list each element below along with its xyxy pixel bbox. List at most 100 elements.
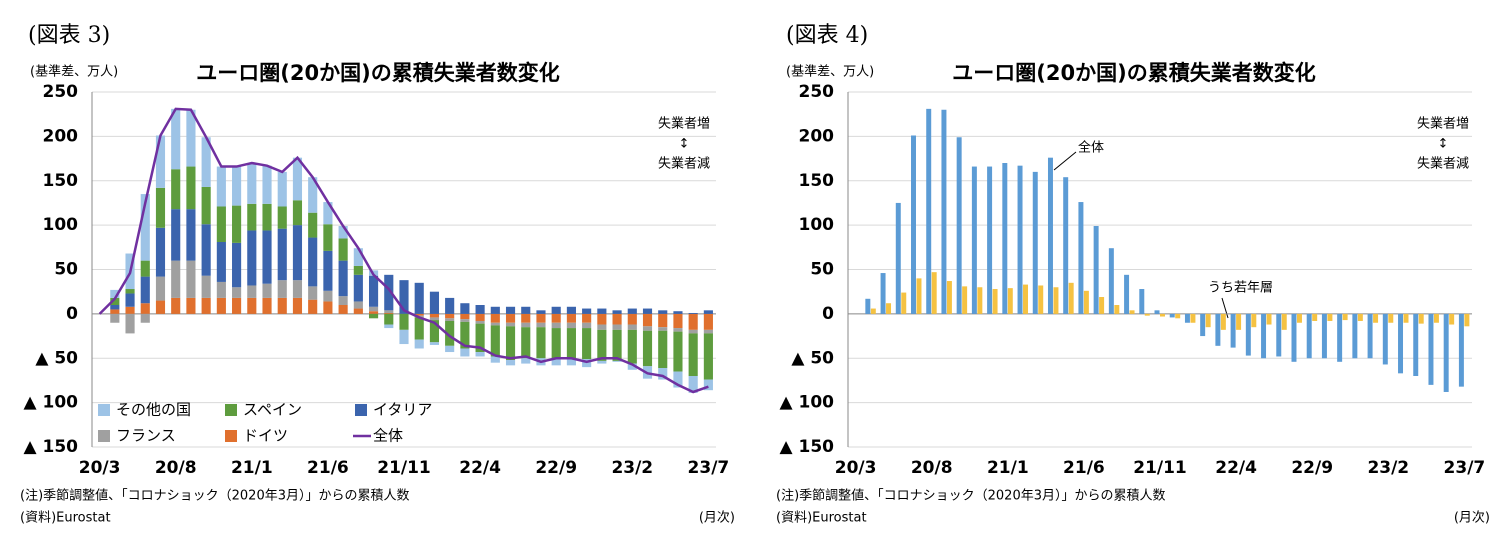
bar-segment (414, 313, 424, 316)
y-tick-label: 200 (43, 126, 79, 146)
bar-segment (551, 306, 561, 314)
bar (1245, 313, 1251, 356)
bar-segment (399, 313, 409, 330)
bar (1007, 288, 1013, 314)
y-tick-label: 50 (810, 260, 834, 280)
y-tick-label: ▲ 50 (791, 348, 834, 368)
bar-segment (399, 280, 409, 314)
bar-segment (308, 286, 318, 300)
bar (870, 308, 876, 314)
bar (1266, 313, 1272, 325)
line-series (98, 107, 709, 394)
bar (977, 287, 983, 314)
bar-segment (536, 327, 546, 359)
bar-segment (505, 322, 516, 327)
bar-segment (505, 326, 516, 361)
bar (1129, 310, 1135, 314)
bar (1175, 313, 1181, 319)
bar (992, 289, 998, 314)
bar (941, 109, 947, 314)
bar-segment (368, 306, 379, 312)
bar (1418, 313, 1424, 324)
bar (1291, 313, 1297, 362)
bar-segment (414, 317, 424, 340)
bar-segment (703, 333, 713, 380)
bar (1373, 313, 1379, 323)
bar-segment (216, 241, 226, 282)
bar-segment (566, 328, 576, 360)
figure-label: (図表 3) (28, 23, 110, 48)
x-tick-label: 23/2 (611, 458, 653, 478)
x-tick-label: 23/7 (1444, 458, 1486, 478)
y-tick-label: 50 (54, 260, 78, 280)
x-tick-label: 21/1 (987, 458, 1029, 478)
bar (946, 281, 952, 314)
x-tick-label: 21/1 (231, 458, 273, 478)
bar (1108, 248, 1114, 314)
bar-segment (612, 324, 622, 330)
bar-segment (292, 280, 303, 298)
bar-segment (171, 169, 181, 210)
bar-segment (612, 313, 622, 325)
x-tick-label: 22/4 (459, 458, 501, 478)
bar-segment (673, 331, 683, 372)
bar-segment (216, 206, 226, 242)
bar-segment (262, 283, 272, 298)
bar-segment (658, 313, 668, 328)
bar-segment (597, 313, 607, 325)
bar (1184, 313, 1190, 323)
bar (1220, 313, 1226, 330)
bar-segment (460, 303, 470, 314)
y-tick-label: 150 (43, 171, 79, 191)
bar-segment (353, 301, 363, 309)
callout-arrow (1053, 151, 1077, 171)
bar-segment (125, 289, 135, 294)
bar (1443, 313, 1449, 392)
bar-segment (323, 202, 333, 225)
bar-segment (642, 308, 653, 314)
note: (資料)Eurostat (776, 511, 867, 526)
bar (865, 298, 871, 314)
bar-segment (627, 329, 637, 364)
bar-segment (338, 260, 348, 297)
bar-segment (445, 297, 455, 314)
bar (1403, 313, 1409, 323)
bar-segment (292, 200, 303, 226)
bar-segment (110, 289, 120, 298)
bar-segment (232, 242, 242, 288)
bar-segment (171, 209, 181, 261)
bar-segment (490, 306, 500, 314)
y-tick-label: 250 (799, 82, 835, 102)
bar-segment (703, 313, 713, 330)
bar-segment (368, 311, 379, 314)
bar-segment (338, 238, 348, 261)
bar-segment (612, 310, 622, 314)
bar (886, 303, 892, 314)
bar-segment (384, 312, 394, 314)
x-tick-label: 22/9 (535, 458, 577, 478)
bar-segment (521, 358, 531, 364)
bar-segment (505, 360, 516, 366)
bar (1327, 313, 1333, 321)
bar (1312, 313, 1318, 321)
x-tick-label: 23/7 (688, 458, 730, 478)
legend-label: ドイツ (243, 427, 288, 445)
bar (1296, 313, 1302, 323)
bar-segment (277, 297, 287, 314)
bar (1063, 177, 1069, 314)
bar-segment (308, 299, 318, 314)
bar (1398, 313, 1404, 374)
bar-segment (201, 275, 211, 298)
bar (1382, 313, 1388, 365)
bar-segment (445, 320, 455, 346)
bar-segment (460, 348, 470, 357)
bar (1464, 313, 1470, 327)
bar-segment (323, 224, 333, 251)
bar-segment (338, 226, 348, 239)
bar-segment (642, 326, 653, 331)
bar-segment (216, 281, 226, 298)
bar (1053, 287, 1059, 314)
bar-segment (262, 165, 272, 204)
bar (1357, 313, 1363, 321)
bar (1154, 310, 1160, 314)
